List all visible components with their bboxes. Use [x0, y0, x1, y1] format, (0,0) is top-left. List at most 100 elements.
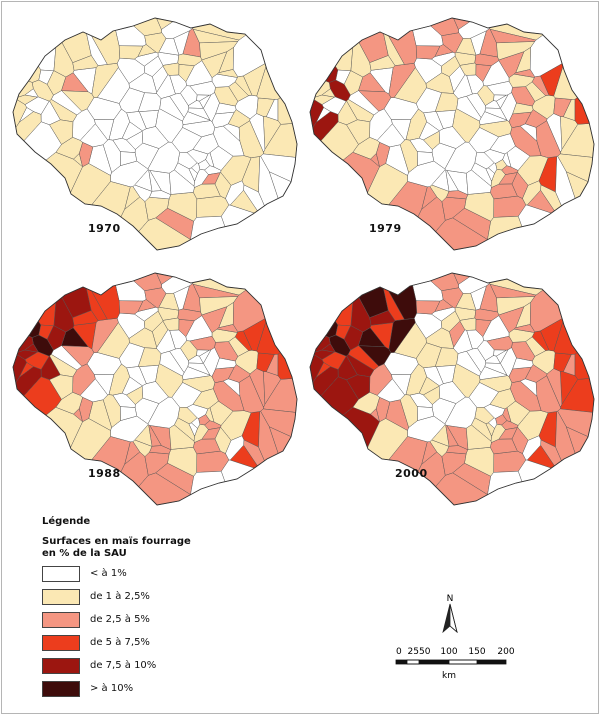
region [484, 362, 508, 376]
region [376, 396, 391, 423]
scale-tick-4: 200 [497, 647, 514, 657]
region [169, 169, 195, 195]
legend-label-2: de 2,5 à 5% [90, 614, 150, 625]
region [61, 345, 95, 367]
region [213, 125, 245, 157]
region [49, 119, 74, 145]
region [186, 404, 209, 419]
region [466, 169, 492, 195]
region [196, 94, 211, 102]
region [79, 396, 94, 423]
region [277, 352, 293, 380]
region [434, 299, 454, 312]
region [343, 70, 364, 96]
region [141, 126, 169, 149]
region [187, 362, 211, 376]
region [24, 351, 50, 370]
scale-tick-2: 100 [440, 647, 457, 657]
region [574, 97, 590, 125]
map-1970 [12, 17, 298, 251]
region [215, 102, 237, 115]
region [483, 149, 506, 164]
region [455, 292, 477, 311]
map-regions-1988 [12, 272, 298, 506]
map-year-label-1979: 1979 [369, 222, 402, 235]
region [434, 44, 454, 57]
region [38, 46, 57, 72]
region [369, 55, 396, 71]
region [159, 95, 185, 122]
region [199, 296, 239, 316]
region [415, 342, 442, 369]
region [38, 301, 57, 327]
region [225, 180, 245, 206]
region [522, 180, 542, 206]
region [228, 81, 249, 102]
region [186, 149, 209, 164]
region [343, 325, 364, 351]
legend-label-4: de 7,5 à 10% [90, 660, 157, 671]
scale-tick-1: 2550 [408, 647, 431, 657]
region [456, 350, 482, 377]
legend-item-1: de 1 à 2,5% [42, 589, 362, 612]
region [196, 349, 211, 357]
region [158, 37, 180, 56]
region [522, 435, 542, 461]
region [24, 96, 50, 115]
region [484, 107, 508, 121]
legend-swatch-1 [42, 589, 80, 605]
legend-item-5: > à 10% [42, 681, 362, 704]
legend-subtitle-line-2: en % de la SAU [42, 548, 127, 559]
region [158, 292, 180, 311]
region [79, 123, 108, 148]
region [512, 102, 534, 115]
region [466, 424, 492, 450]
map-regions-2000 [309, 272, 595, 506]
map-panel-1988: 1988 [5, 259, 301, 515]
region [438, 126, 466, 149]
region [49, 99, 78, 123]
region [159, 350, 185, 377]
region [453, 329, 473, 354]
region [456, 95, 482, 122]
region [144, 55, 164, 77]
region [474, 308, 500, 321]
region-outline [12, 272, 298, 506]
region [525, 336, 546, 357]
map-year-label-2000: 2000 [395, 467, 428, 480]
legend-item-0: < à 1% [42, 566, 362, 589]
region [335, 46, 354, 72]
region [49, 374, 74, 400]
legend-swatch-3 [42, 635, 80, 651]
legend-label-3: de 5 à 7,5% [90, 637, 150, 648]
region [225, 435, 245, 461]
region [358, 345, 392, 367]
map-1979 [309, 17, 595, 251]
region [156, 329, 176, 354]
region [455, 37, 477, 56]
region [46, 325, 67, 351]
region [493, 349, 508, 357]
region [118, 342, 145, 369]
scale-tick-3: 150 [468, 647, 485, 657]
legend-swatch-0 [42, 566, 80, 582]
legend-item-2: de 2,5 à 5% [42, 612, 362, 635]
map-panel-2000: 2000 [302, 259, 598, 515]
region [525, 81, 546, 102]
region [228, 336, 249, 357]
region [61, 90, 95, 112]
region [155, 363, 184, 398]
region [177, 308, 203, 321]
region [441, 310, 461, 332]
region [321, 351, 347, 370]
legend-label-5: > à 10% [90, 683, 134, 694]
scale-tick-0: 0 [396, 647, 402, 657]
region [510, 125, 542, 157]
map-regions-1970 [12, 17, 298, 251]
scale-unit: km [442, 671, 456, 681]
region [79, 141, 94, 168]
region [452, 108, 481, 143]
region [446, 190, 468, 200]
legend-title: Légende [42, 516, 91, 527]
region [118, 87, 145, 114]
